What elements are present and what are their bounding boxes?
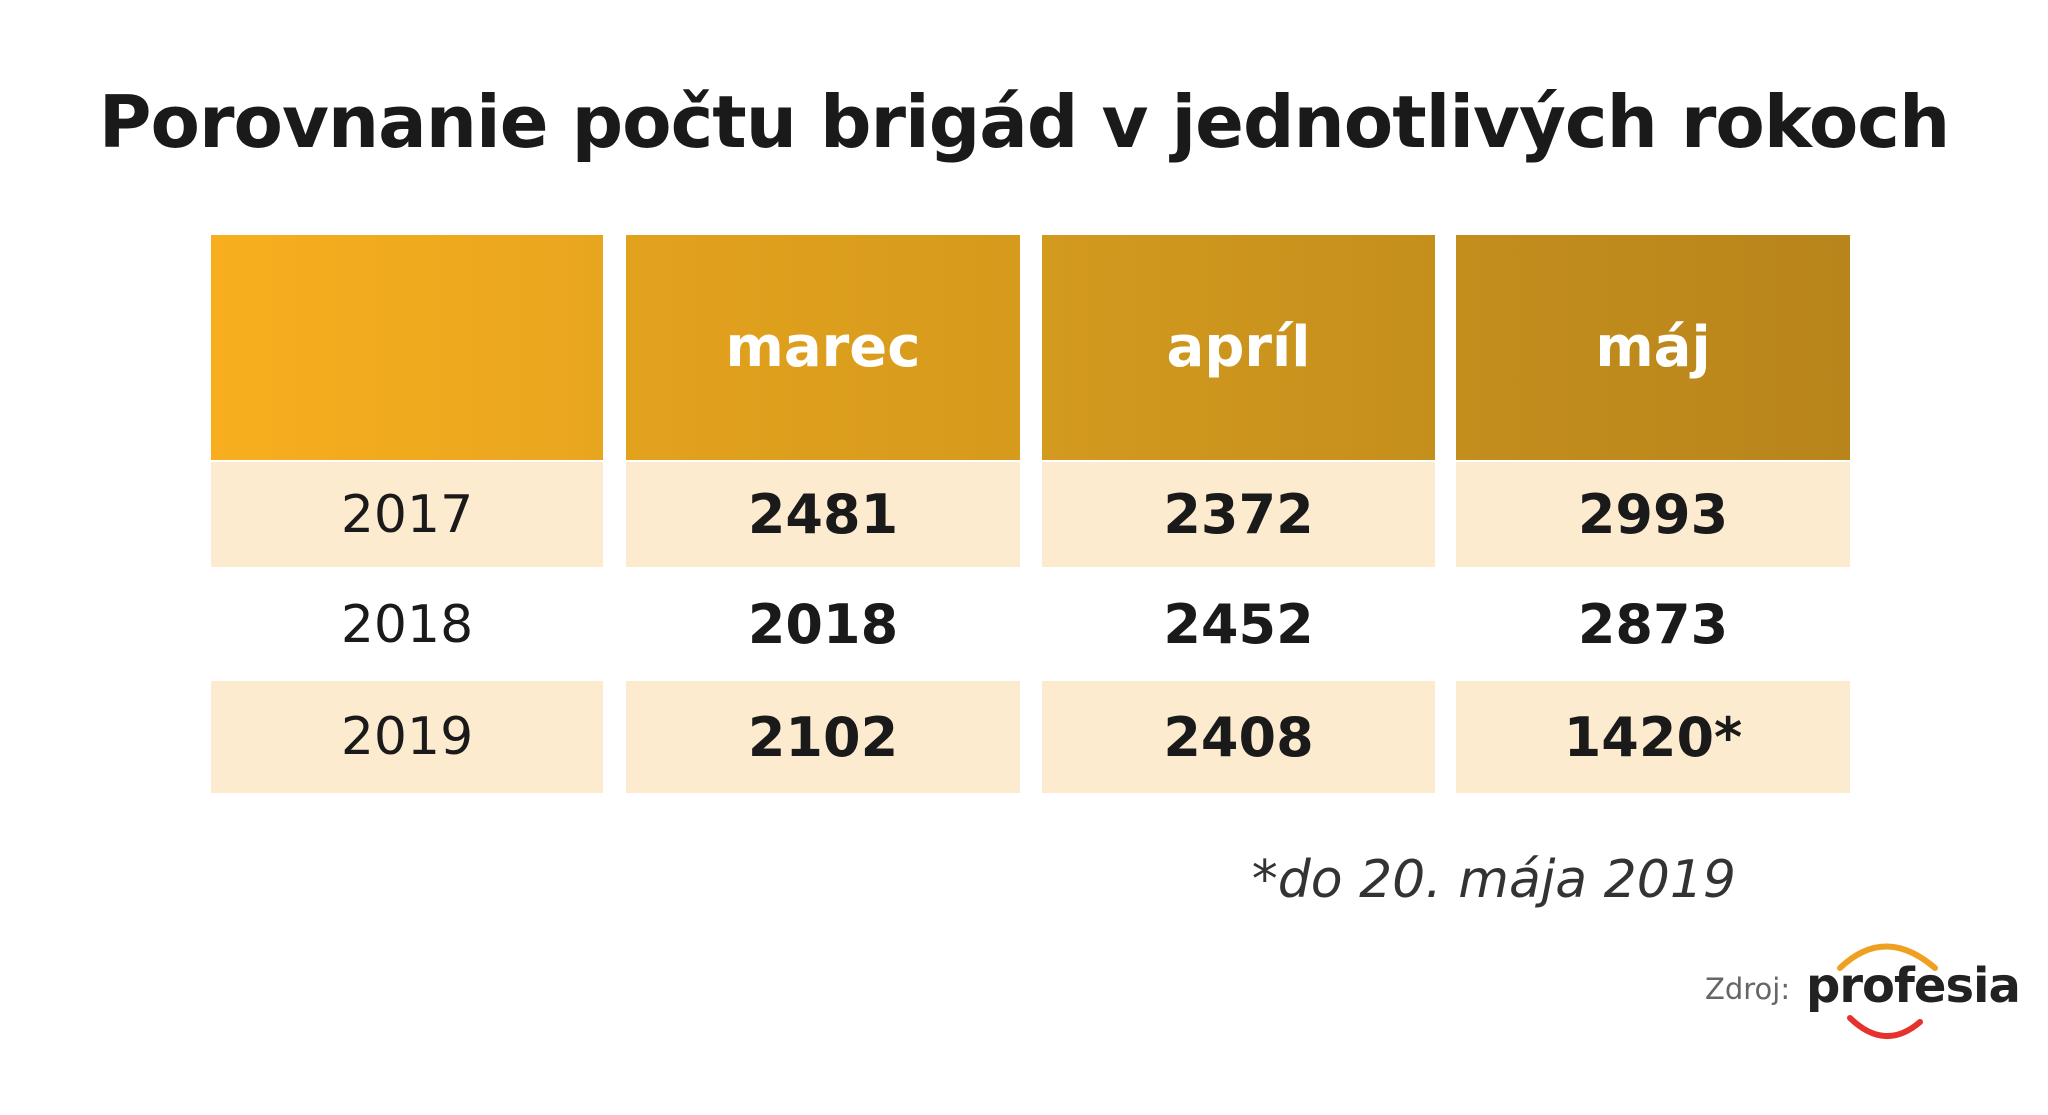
title: Porovnanie počtu brigád v jednotlivých r…: [98, 80, 1950, 164]
row-header: 2017: [211, 462, 603, 567]
table-cell: 2408: [1042, 681, 1435, 793]
column-header: marec: [626, 235, 1020, 460]
table-cell: 2102: [626, 681, 1020, 793]
column-header: apríl: [1042, 235, 1435, 460]
table-cell: 2873: [1456, 569, 1850, 680]
column-header: máj: [1456, 235, 1850, 460]
table-cell: 2481: [626, 462, 1020, 567]
table-cell: 2993: [1456, 462, 1850, 567]
header-corner: [211, 235, 603, 460]
footnote: *do 20. mája 2019: [1251, 850, 1736, 910]
row-header: 2019: [211, 681, 603, 793]
table-cell: 2452: [1042, 569, 1435, 680]
table-cell: 1420*: [1456, 681, 1850, 793]
table-cell: 2018: [626, 569, 1020, 680]
table-cell: 2372: [1042, 462, 1435, 567]
source-logo: profesia: [1806, 958, 2021, 1014]
source-label: Zdroj:: [1705, 972, 1791, 1006]
logo-arcs: [1837, 943, 1938, 1039]
row-header: 2018: [211, 569, 603, 680]
